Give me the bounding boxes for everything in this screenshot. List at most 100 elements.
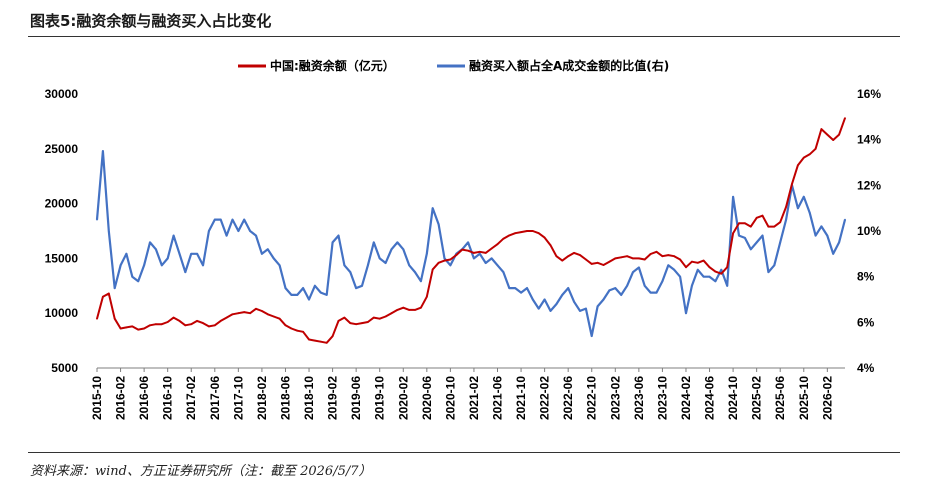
financing-balance-point: [814, 147, 817, 150]
financing-balance-point: [773, 225, 776, 228]
financing-balance-point: [696, 261, 699, 264]
x-tick-label: 2020-10: [443, 376, 457, 420]
buy-ratio-point: [166, 257, 169, 260]
financing-balance-point: [791, 183, 793, 185]
buy-ratio-point: [732, 195, 734, 198]
x-tick-label: 2023-02: [608, 376, 622, 420]
buy-ratio-point: [443, 257, 446, 260]
buy-ratio-point: [131, 275, 134, 278]
financing-balance-point: [508, 234, 511, 237]
financing-balance-point: [284, 324, 287, 327]
buy-ratio-point: [661, 280, 664, 283]
buy-ratio-point: [425, 252, 428, 255]
financing-balance-point: [526, 230, 528, 232]
financing-balance-point: [119, 327, 122, 330]
financing-balance-point: [738, 222, 740, 225]
financing-balance-point: [131, 325, 134, 328]
buy-ratio-point: [172, 234, 175, 237]
buy-ratio-point: [249, 230, 252, 232]
buy-ratio-point: [508, 287, 511, 289]
right-tick-label: 16%: [857, 87, 881, 101]
x-tick-label: 2025-10: [797, 376, 811, 420]
financing-balance-point: [620, 256, 623, 259]
financing-balance-point: [461, 248, 464, 251]
x-tick-label: 2024-10: [726, 376, 740, 420]
buy-ratio-point: [414, 271, 416, 273]
buy-ratio-point: [814, 234, 817, 237]
financing-balance-point: [643, 258, 646, 261]
buy-ratio-point: [149, 241, 151, 244]
financing-balance-point: [184, 324, 187, 327]
x-tick-label: 2025-02: [750, 376, 764, 420]
legend-label-financing-balance: 中国:融资余额（亿元）: [270, 58, 395, 73]
financing-balance-point: [585, 258, 587, 261]
buy-ratio-point: [826, 234, 829, 237]
financing-balance-point: [449, 258, 452, 261]
x-tick-label: 2021-10: [514, 376, 528, 420]
financing-balance-point: [443, 259, 446, 262]
financing-balance-point: [390, 312, 393, 315]
x-tick-label: 2021-02: [467, 376, 481, 420]
financing-balance-point: [649, 253, 652, 255]
buy-ratio-point: [396, 241, 399, 244]
x-tick-label: 2019-10: [373, 376, 387, 420]
buy-ratio-point: [296, 294, 299, 296]
financing-balance-point: [520, 231, 522, 234]
buy-ratio-point: [649, 291, 652, 294]
buy-ratio-point: [484, 262, 487, 264]
right-tick-label: 14%: [857, 133, 881, 147]
buy-ratio-point: [537, 307, 540, 310]
financing-balance-point: [319, 340, 322, 343]
buy-ratio-point: [308, 298, 310, 301]
buy-ratio-point: [691, 284, 693, 287]
financing-balance-point: [744, 222, 746, 225]
buy-ratio-point: [673, 268, 676, 271]
buy-ratio-point: [590, 335, 593, 337]
buy-ratio-point: [773, 264, 776, 267]
buy-ratio-point: [361, 284, 363, 287]
financing-balance-point: [225, 316, 228, 319]
right-tick-label: 10%: [857, 224, 881, 238]
buy-ratio-point: [102, 150, 104, 153]
financing-balance-point: [343, 316, 346, 319]
financing-balance-line: [96, 117, 846, 344]
buy-ratio-point: [620, 294, 623, 296]
buy-ratio-point: [208, 230, 210, 232]
x-tick-label: 2018-10: [302, 376, 316, 420]
financing-balance-point: [808, 153, 811, 156]
x-tick-label: 2016-02: [114, 376, 128, 420]
buy-ratio-point: [96, 218, 98, 221]
buy-ratio-point: [119, 264, 122, 267]
buy-ratio-point: [202, 264, 204, 267]
buy-ratio-point: [402, 248, 405, 251]
buy-ratio-point: [266, 248, 269, 251]
financing-balance-point: [579, 254, 581, 256]
financing-balance-point: [96, 317, 98, 320]
buy-ratio-point: [632, 271, 634, 273]
buy-ratio-point: [579, 310, 581, 312]
financing-balance-point: [378, 317, 381, 320]
buy-ratio-point: [844, 218, 846, 221]
financing-balance-point: [608, 260, 611, 263]
right-tick-label: 4%: [857, 361, 875, 375]
financing-balance-point: [249, 312, 252, 315]
buy-ratio-point: [496, 264, 499, 267]
buy-ratio-point: [408, 264, 411, 267]
buy-ratio-point: [520, 291, 522, 294]
left-tick-label: 20000: [45, 197, 79, 211]
x-tick-label: 2016-06: [137, 376, 151, 420]
buy-ratio-point: [696, 268, 699, 271]
x-tick-label: 2018-02: [255, 376, 269, 420]
financing-balance-point: [213, 324, 216, 327]
financing-balance-point: [331, 335, 334, 338]
buy-ratio-point: [573, 300, 575, 303]
buy-ratio-point: [832, 252, 835, 255]
financing-balance-point: [325, 341, 328, 344]
x-tick-label: 2019-06: [349, 376, 363, 420]
financing-balance-point: [473, 252, 475, 254]
buy-ratio-point: [284, 287, 287, 289]
financing-balance-point: [761, 214, 764, 217]
buy-ratio-point: [213, 218, 216, 221]
left-axis: 5000 10000 15000 20000 25000 30000: [45, 87, 79, 375]
buy-ratio-point: [137, 280, 140, 283]
